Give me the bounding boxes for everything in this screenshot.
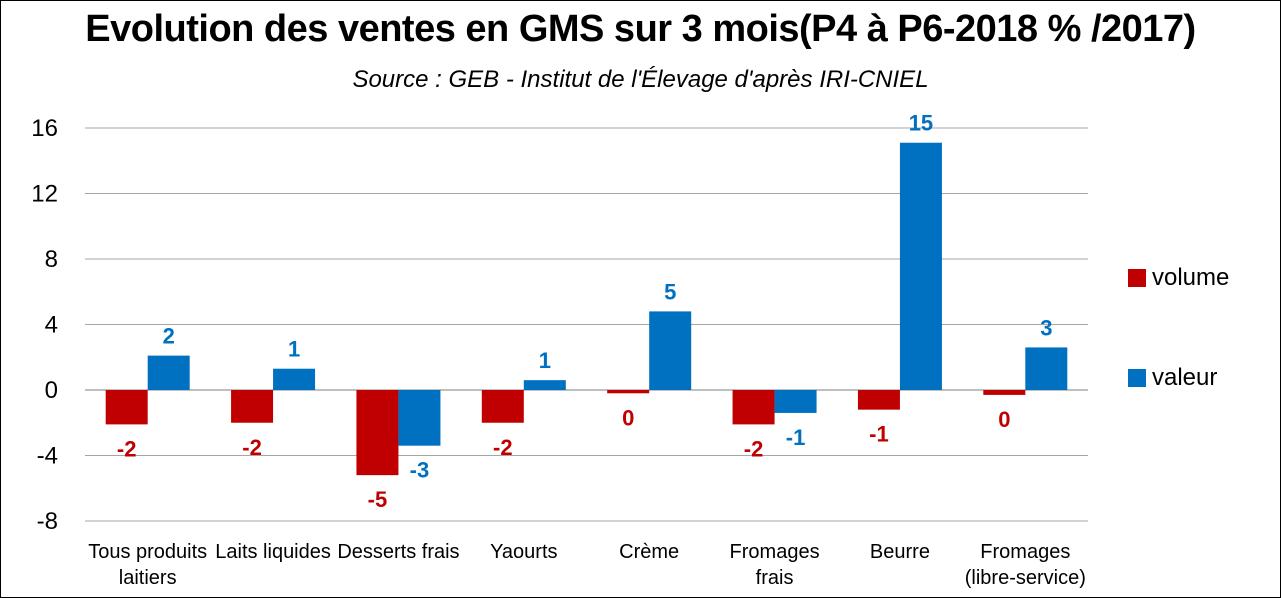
data-label-volume: 0 — [998, 407, 1010, 432]
y-tick-label: 12 — [31, 181, 58, 208]
x-category-label: Desserts frais — [337, 541, 459, 563]
data-label-volume: -2 — [744, 436, 764, 461]
chart-title: Evolution des ventes en GMS sur 3 mois(P… — [85, 8, 1196, 50]
bar-valeur — [899, 142, 942, 390]
data-label-valeur: 15 — [909, 111, 933, 136]
data-label-valeur: 1 — [288, 337, 300, 362]
data-label-volume: -2 — [117, 436, 137, 461]
data-label-valeur: 1 — [539, 348, 551, 373]
x-category-label: Beurre — [870, 541, 930, 563]
bar-valeur — [147, 355, 190, 390]
data-label-valeur: -3 — [410, 458, 430, 483]
data-label-valeur: 3 — [1040, 315, 1052, 340]
x-category-label: laitiers — [119, 567, 177, 589]
bar-volume — [231, 390, 274, 423]
bar-valeur — [273, 368, 316, 390]
x-category-label: Crème — [619, 541, 679, 563]
legend-label-valeur: valeur — [1152, 364, 1218, 391]
x-category-label: (libre-service) — [965, 567, 1086, 589]
x-category-label: frais — [756, 567, 794, 589]
data-label-valeur: 2 — [163, 324, 175, 349]
y-tick-label: 4 — [45, 312, 58, 339]
data-label-valeur: 5 — [664, 279, 676, 304]
x-category-label: Fromages — [730, 541, 820, 563]
legend-swatch-valeur — [1128, 369, 1146, 387]
legend-swatch-volume — [1128, 269, 1146, 287]
x-category-label: Tous produits — [88, 541, 207, 563]
y-tick-label: 0 — [45, 377, 58, 404]
bar-valeur — [1025, 347, 1068, 390]
bar-valeur — [774, 390, 817, 413]
data-label-volume: -1 — [869, 422, 889, 447]
bar-volume — [105, 390, 148, 425]
legend-item-valeur: valeur — [1128, 364, 1217, 392]
bar-volume — [732, 390, 775, 425]
bar-volume — [481, 390, 524, 423]
x-category-label: Yaourts — [490, 541, 557, 563]
data-label-volume: -2 — [242, 435, 262, 460]
y-tick-label: -8 — [37, 508, 58, 535]
x-category-label: Fromages — [980, 541, 1070, 563]
y-tick-label: 8 — [45, 246, 58, 273]
data-label-volume: -2 — [493, 435, 513, 460]
bar-volume — [607, 390, 650, 394]
x-category-label: Laits liquides — [215, 541, 331, 563]
bar-volume — [356, 390, 399, 476]
data-label-volume: 0 — [622, 405, 634, 430]
legend-label-volume: volume — [1152, 264, 1230, 291]
bar-valeur — [523, 380, 566, 390]
bar-volume — [857, 390, 900, 410]
data-label-valeur: -1 — [786, 425, 806, 450]
legend-item-volume: volume — [1128, 264, 1229, 292]
bar-valeur — [398, 390, 441, 446]
bar-valeur — [649, 311, 692, 390]
data-label-volume: -5 — [368, 487, 388, 512]
y-tick-label: 16 — [31, 115, 58, 142]
chart-subtitle: Source : GEB - Institut de l'Élevage d'a… — [352, 66, 929, 93]
y-tick-label: -4 — [37, 443, 58, 470]
bar-volume — [983, 390, 1026, 395]
